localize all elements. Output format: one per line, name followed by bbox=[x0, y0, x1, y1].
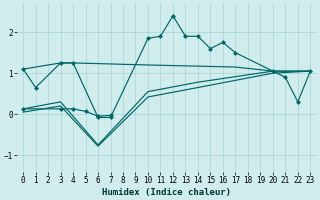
X-axis label: Humidex (Indice chaleur): Humidex (Indice chaleur) bbox=[102, 188, 231, 197]
